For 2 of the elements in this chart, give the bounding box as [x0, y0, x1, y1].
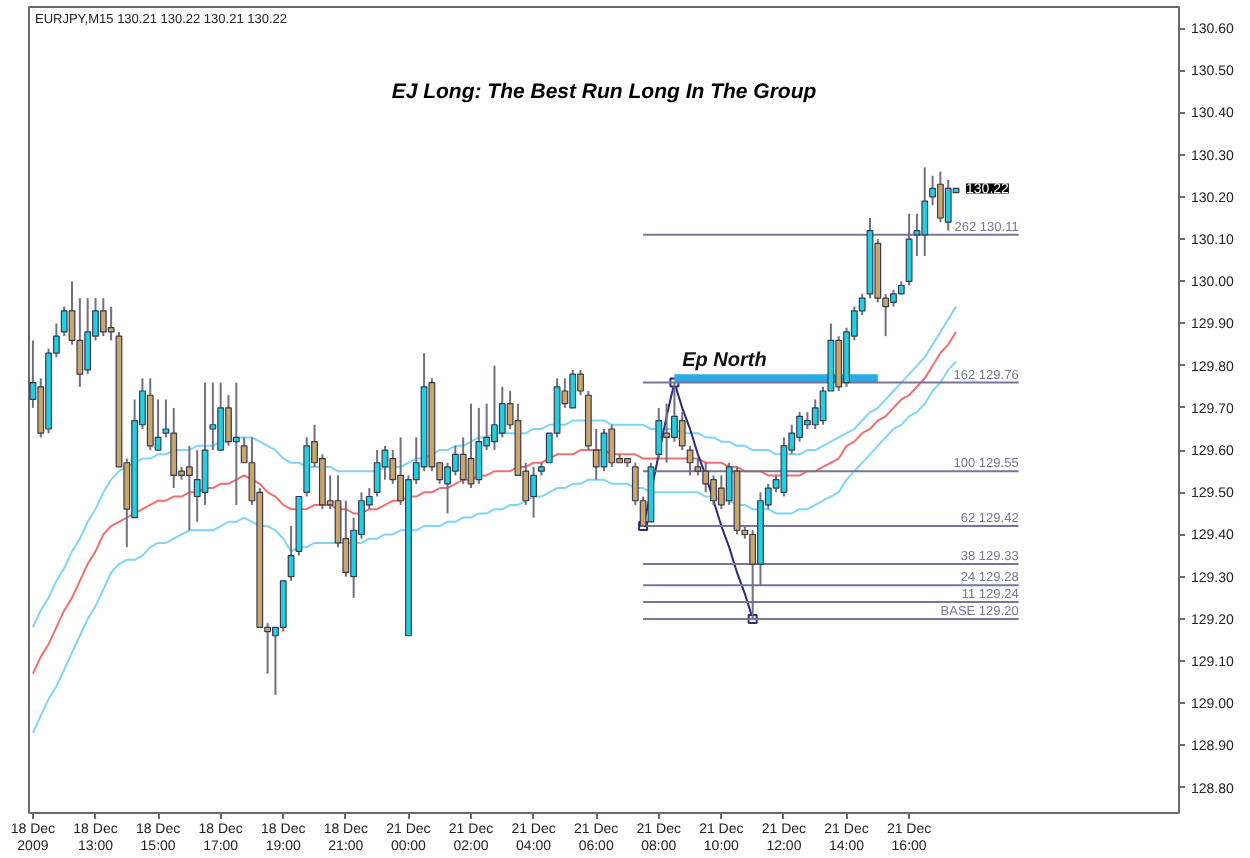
- series-label: Ep North: [682, 350, 767, 373]
- text: EJ Long: The Best Run Long In The Group: [391, 80, 818, 105]
